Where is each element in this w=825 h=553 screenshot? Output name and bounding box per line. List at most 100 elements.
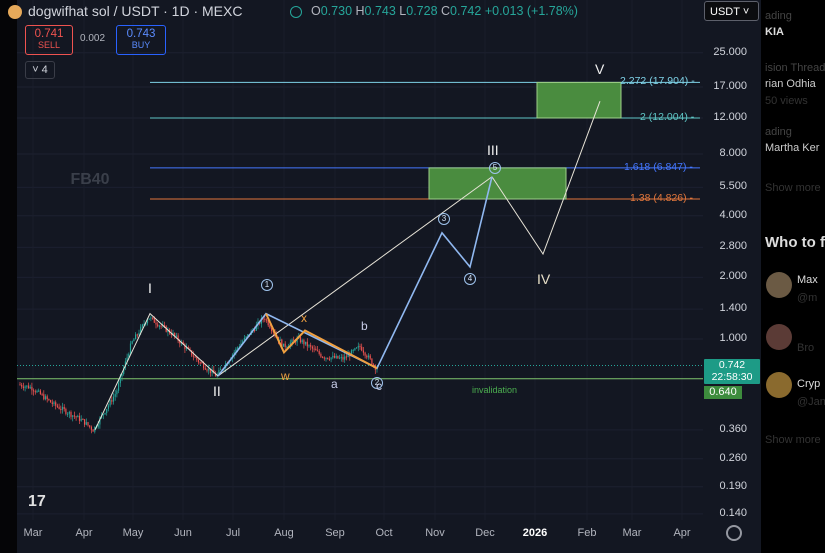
wave-label-minor: 3	[438, 212, 450, 225]
wave-trendline[interactable]	[217, 176, 493, 377]
candle-body	[299, 336, 302, 343]
side-text-12[interactable]: Cryp	[797, 378, 821, 390]
side-text-6[interactable]: Martha Ker	[765, 142, 820, 154]
gear-icon[interactable]	[726, 525, 742, 541]
time-tick-label[interactable]: Apr	[673, 527, 691, 539]
candle-body	[208, 368, 210, 371]
time-tick-label[interactable]: Oct	[375, 527, 393, 539]
price-tick-label[interactable]: 5.500	[719, 180, 747, 193]
candle-body	[145, 323, 147, 325]
price-tick-label[interactable]: 8.000	[719, 147, 747, 160]
candle-body	[340, 357, 342, 359]
candle-body	[48, 399, 50, 401]
candle-body	[109, 400, 111, 406]
candle-body	[345, 356, 347, 358]
time-tick-label[interactable]: Jul	[225, 527, 241, 539]
candle-body	[247, 334, 249, 337]
price-tick-label[interactable]: 2.000	[719, 270, 747, 283]
price-tick-label[interactable]: 17.000	[713, 80, 747, 93]
price-tick-label[interactable]: 0.260	[719, 451, 747, 464]
candle-body	[339, 357, 341, 359]
candle-body	[119, 376, 121, 384]
candle-body	[359, 346, 361, 348]
wave-line-minor[interactable]	[217, 176, 493, 377]
candle-body	[22, 386, 24, 388]
candle-body	[281, 339, 283, 347]
avatar[interactable]	[766, 324, 792, 350]
candle-body	[65, 409, 67, 414]
time-tick-label[interactable]: Dec	[475, 527, 495, 539]
sell-price: 0.741	[34, 28, 64, 40]
eye-icon[interactable]	[290, 6, 302, 18]
candle-body	[254, 329, 256, 331]
candle-body	[72, 415, 74, 417]
candle-body	[350, 350, 353, 357]
candle-body	[114, 394, 116, 397]
time-tick-label[interactable]: Apr	[75, 527, 93, 539]
candle-body	[104, 412, 106, 415]
candle-body	[364, 352, 366, 356]
price-tick-label[interactable]: 1.400	[719, 302, 747, 315]
price-tick-label[interactable]: 25.000	[713, 45, 747, 58]
candle-body	[233, 352, 235, 355]
time-tick-label[interactable]: Sep	[325, 527, 345, 539]
side-text-3[interactable]: rian Odhia	[765, 78, 816, 90]
candle-body	[29, 386, 31, 389]
time-tick-label[interactable]: 2026	[522, 527, 548, 539]
wave-line-major[interactable]	[94, 312, 219, 431]
time-tick-label[interactable]: Jun	[174, 527, 192, 539]
candle-body	[67, 413, 69, 415]
time-tick-label[interactable]: Feb	[577, 527, 597, 539]
price-tick-label[interactable]: 0.140	[719, 506, 747, 519]
sell-button[interactable]: 0.741 SELL	[25, 25, 73, 55]
buy-button[interactable]: 0.743 BUY	[116, 25, 166, 55]
wave-line-major[interactable]	[491, 100, 601, 256]
candle-body	[73, 415, 75, 417]
tradingview-logo[interactable]: 17	[28, 493, 46, 510]
candle-body	[158, 325, 160, 327]
corrective-wave-line[interactable]	[265, 313, 378, 370]
candle-body	[99, 417, 101, 425]
spread-value: 0.002	[80, 33, 106, 44]
side-text-9[interactable]: Max	[797, 274, 818, 286]
side-text-7[interactable]: Show more	[765, 182, 821, 194]
side-text-1[interactable]: KIA	[765, 26, 784, 38]
currency-select[interactable]: USDT ˅	[704, 1, 759, 21]
avatar[interactable]	[766, 372, 792, 398]
candle-body	[296, 338, 298, 343]
time-tick-label[interactable]: Nov	[425, 527, 445, 539]
side-text-14[interactable]: Show more	[765, 434, 821, 446]
candle-body	[243, 338, 245, 342]
price-tick-label[interactable]: 4.000	[719, 208, 747, 221]
price-tick-label[interactable]: 0.190	[719, 479, 747, 492]
candle-body	[146, 319, 149, 324]
time-tick-label[interactable]: Mar	[622, 527, 642, 539]
candle-body	[128, 354, 130, 358]
indicators-count: 4	[41, 64, 48, 76]
candle-body	[24, 386, 26, 388]
candle-body	[43, 394, 45, 400]
close-value: 0.742	[450, 4, 482, 18]
time-tick-label[interactable]: Aug	[274, 527, 294, 539]
wave-label-minor: 1	[261, 279, 273, 292]
candle-body	[70, 411, 72, 417]
price-tick-label[interactable]: 2.800	[719, 240, 747, 253]
time-tick-label[interactable]: May	[122, 527, 144, 539]
price-tick-label[interactable]: 1.000	[719, 332, 747, 344]
price-tick-label[interactable]: 0.360	[719, 422, 747, 435]
candle-body	[335, 355, 337, 358]
target-zone-upper[interactable]	[536, 81, 622, 119]
avatar[interactable]	[766, 272, 792, 298]
candle-body	[192, 355, 194, 357]
candle-body	[361, 346, 363, 351]
indicators-toggle[interactable]: ˅ 4	[25, 61, 55, 79]
candle-body	[330, 357, 332, 360]
candle-body	[89, 425, 91, 427]
candle-body	[373, 364, 375, 366]
candle-body	[318, 351, 320, 354]
time-tick-label[interactable]: Mar	[23, 527, 43, 539]
currency-value: USDT	[710, 6, 740, 18]
chart-title[interactable]: dogwifhat sol / USDT · 1D · MEXC	[28, 3, 243, 19]
price-tick-label[interactable]: 12.000	[713, 111, 747, 123]
